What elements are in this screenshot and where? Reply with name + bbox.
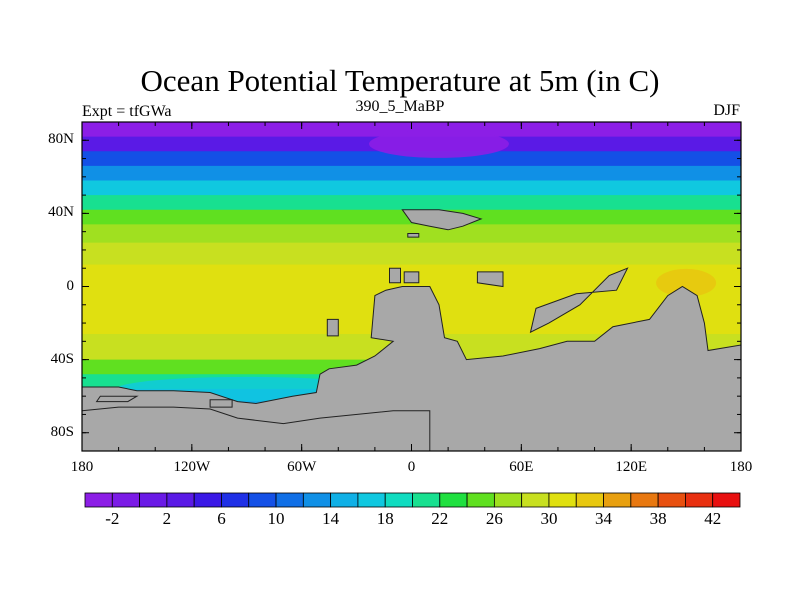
colorbar-swatch bbox=[111, 492, 140, 508]
colorbar-label: 42 bbox=[704, 509, 722, 528]
colorbar-swatch bbox=[357, 492, 386, 508]
x-tick-label: 60W bbox=[287, 459, 317, 475]
arctic-cold-pool bbox=[368, 129, 509, 158]
colorbar-swatch bbox=[493, 492, 523, 508]
land-mass bbox=[407, 233, 420, 238]
x-tick-label: 120E bbox=[615, 459, 647, 475]
season-label: DJF bbox=[713, 102, 740, 119]
land-mass bbox=[209, 399, 233, 408]
colorbar-swatch bbox=[657, 492, 686, 508]
colorbar-label: 6 bbox=[217, 509, 226, 528]
colorbar-label: 10 bbox=[267, 509, 285, 528]
temperature-band bbox=[82, 151, 741, 167]
colorbar-swatch bbox=[302, 492, 332, 508]
y-tick-label: 40N bbox=[48, 204, 74, 221]
colorbar-swatch bbox=[548, 492, 577, 508]
experiment-label: Expt = tfGWa bbox=[82, 103, 172, 120]
x-tick-label: 120W bbox=[173, 459, 211, 475]
land-mass bbox=[389, 267, 401, 284]
map-title: Ocean Potential Temperature at 5m (in C) bbox=[140, 63, 660, 98]
colorbar-swatch bbox=[221, 492, 250, 508]
colorbar-label: 22 bbox=[431, 509, 449, 528]
colorbar-label: 2 bbox=[162, 509, 172, 528]
land-mass bbox=[476, 271, 504, 288]
x-tick-label: 60E bbox=[509, 459, 534, 475]
x-tick-label: 0 bbox=[407, 459, 416, 475]
colorbar-swatch bbox=[685, 492, 714, 508]
colorbar-swatch bbox=[248, 492, 277, 508]
colorbar-label: 34 bbox=[595, 509, 613, 528]
colorbar-swatch bbox=[712, 492, 741, 508]
time-label: 390_5_MaBP bbox=[355, 98, 445, 115]
colorbar-swatch bbox=[412, 492, 441, 508]
temperature-band bbox=[82, 180, 741, 196]
y-tick-label: 40S bbox=[50, 350, 74, 367]
colorbar-swatch bbox=[439, 492, 468, 508]
temperature-band bbox=[82, 122, 741, 138]
colorbar-swatch bbox=[193, 492, 222, 508]
map-layer bbox=[82, 122, 741, 451]
colorbar-swatch bbox=[384, 492, 413, 508]
colorbar-swatch bbox=[139, 492, 168, 508]
colorbar-label: 18 bbox=[376, 509, 394, 528]
land-mass bbox=[326, 318, 339, 337]
x-tick-label: 180 bbox=[70, 459, 94, 475]
x-tick-label: 180 bbox=[729, 459, 753, 475]
colorbar-swatch bbox=[466, 492, 495, 508]
land-mass bbox=[529, 267, 629, 334]
colorbar-swatch bbox=[575, 492, 604, 508]
colorbar-swatch bbox=[166, 492, 195, 508]
land-mass bbox=[95, 395, 139, 403]
colorbar-swatch bbox=[275, 492, 304, 508]
land-mass bbox=[82, 285, 741, 451]
colorbar-swatch bbox=[330, 492, 359, 508]
colorbar-label: 30 bbox=[540, 509, 558, 528]
temperature-band bbox=[82, 165, 741, 181]
temperature-band bbox=[82, 242, 741, 266]
temperature-band bbox=[82, 195, 741, 211]
colorbar-swatch bbox=[521, 492, 550, 508]
land-mass bbox=[401, 209, 483, 231]
colorbar-swatch bbox=[603, 492, 632, 508]
warm-pool-region bbox=[656, 268, 717, 297]
colorbar-label: 26 bbox=[485, 509, 503, 528]
colorbar-label: 38 bbox=[649, 509, 667, 528]
y-tick-label: 80N bbox=[48, 131, 74, 148]
colorbar-swatch bbox=[84, 492, 113, 508]
colorbar-label: -2 bbox=[105, 509, 120, 528]
colorbar-swatch bbox=[630, 492, 659, 508]
y-tick-label: 0 bbox=[66, 277, 75, 294]
colorbar-label: 14 bbox=[322, 509, 340, 528]
land-mass bbox=[82, 406, 431, 451]
land-mass bbox=[403, 271, 420, 284]
y-tick-label: 80S bbox=[50, 423, 74, 440]
